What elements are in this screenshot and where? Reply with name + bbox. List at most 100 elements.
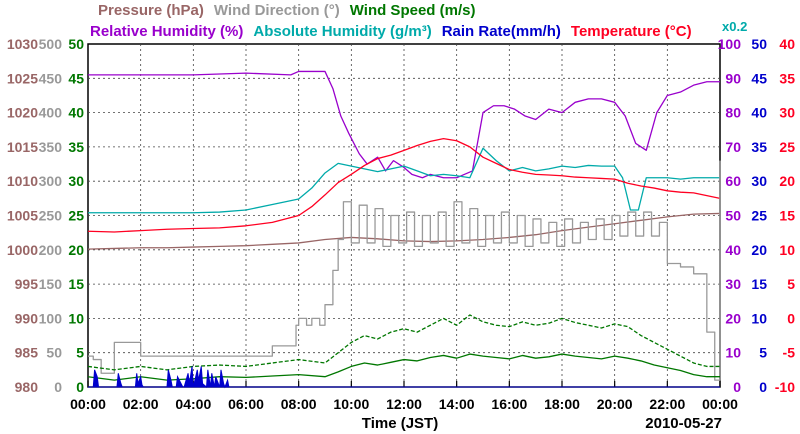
tick-label-relative-humidity: 50 [725,208,741,224]
legend-entry: Absolute Humidity (g/m³) [253,23,431,40]
tick-label-wind-speed: 50 [68,36,84,52]
tick-label-relative-humidity: 30 [725,276,741,292]
tick-label-relative-humidity: 10 [725,345,741,361]
tick-label-wind-direction: 200 [39,242,63,258]
tick-label-wind-direction: 350 [39,139,63,155]
tick-label-wind-direction: 250 [39,208,63,224]
series-wind-direction [88,160,721,381]
x-tick-label: 04:00 [175,396,211,412]
tick-label-wind-speed: 30 [68,173,84,189]
series-layer [87,70,721,389]
x-tick-label: 10:00 [333,396,369,412]
tick-label-temperature: 10 [779,242,795,258]
x-tick-label: 02:00 [123,396,159,412]
tick-label-wind-speed: 0 [76,379,84,395]
series-absolute-humidity-g-m [88,147,720,214]
tick-label-rain-rate: 0 [759,379,767,395]
legend-entry: Pressure (hPa) [98,2,204,19]
tick-label-temperature: 40 [779,36,795,52]
tick-label-rain-rate: 50 [751,36,767,52]
x-tick-label: 06:00 [228,396,264,412]
tick-label-relative-humidity: 20 [725,310,741,326]
tick-label-rain-rate: 20 [751,242,767,258]
series-rain-rate-mm-h [88,366,720,389]
tick-label-rain-rate: 40 [751,105,767,121]
tick-label-wind-speed: 20 [68,242,84,258]
tick-label-pressure: 1020 [7,105,38,121]
tick-label-rain-rate: 30 [751,173,767,189]
legend-titles: Pressure (hPa) Wind Direction (°) Wind Spe… [90,2,692,40]
tick-label-wind-direction: 0 [54,379,62,395]
tick-label-temperature: 15 [779,208,795,224]
series-relative-humidity [88,70,720,179]
legend-entry: Wind Direction (°) [214,2,340,19]
legend-entry: Rain Rate(mm/h) [442,23,561,40]
legend-entry: Wind Speed (m/s) [350,2,476,19]
tick-label-wind-speed: 10 [68,310,84,326]
x-tick-label: 00:00 [702,396,738,412]
tick-label-wind-speed: 25 [68,208,84,224]
legend-row: Pressure (hPa) Wind Direction (°) Wind Spe… [98,2,475,19]
tick-label-relative-humidity: 100 [718,36,742,52]
tick-label-wind-direction: 150 [39,276,63,292]
corner-scale-label: x0.2 [722,19,747,34]
tick-label-rain-rate: 15 [751,276,767,292]
tick-label-temperature: 25 [779,139,795,155]
tick-label-relative-humidity: 90 [725,70,741,86]
tick-label-relative-humidity: 80 [725,105,741,121]
tick-label-relative-humidity: 70 [725,139,741,155]
x-tick-label: 12:00 [386,396,422,412]
x-tick-label: 08:00 [281,396,317,412]
tick-label-temperature: 20 [779,173,795,189]
x-tick-label: 14:00 [439,396,475,412]
x-tick-label: 00:00 [70,396,106,412]
tick-label-pressure: 1000 [7,242,38,258]
tick-label-pressure: 1025 [7,70,38,86]
tick-label-pressure: 985 [15,345,39,361]
tick-label-rain-rate: 10 [751,310,767,326]
tick-label-rain-rate: 25 [751,208,767,224]
series-pressure-hpa [87,212,721,250]
tick-label-temperature: -5 [783,345,796,361]
x-axis-label: Time (JST) [362,415,438,432]
tick-label-wind-speed: 35 [68,139,84,155]
x-tick-label: 20:00 [597,396,633,412]
tick-label-temperature: 35 [779,70,795,86]
legend-entry: Temperature (°C) [571,23,692,40]
tick-label-wind-direction: 500 [39,36,63,52]
tick-label-relative-humidity: 40 [725,242,741,258]
tick-label-pressure: 1030 [7,36,38,52]
tick-label-temperature: 0 [787,310,795,326]
tick-label-pressure: 1005 [7,208,38,224]
axis-labels: 9809859909951000100510101015102010251030… [7,36,795,412]
tick-label-pressure: 1010 [7,173,38,189]
date-label: 2010-05-27 [645,415,722,432]
tick-label-wind-speed: 15 [68,276,84,292]
x-tick-label: 16:00 [491,396,527,412]
tick-label-wind-direction: 400 [39,105,63,121]
series-wind-speed-m-s [87,353,720,381]
legend-row: Relative Humidity (%) Absolute Humidity (… [90,23,692,40]
tick-label-rain-rate: 45 [751,70,767,86]
tick-label-wind-speed: 45 [68,70,84,86]
tick-label-temperature: -10 [775,379,795,395]
tick-label-pressure: 995 [15,276,39,292]
tick-label-temperature: 30 [779,105,795,121]
tick-label-wind-speed: 5 [76,345,84,361]
tick-label-pressure: 980 [15,379,39,395]
x-tick-label: 22:00 [649,396,685,412]
tick-label-rain-rate: 35 [751,139,767,155]
tick-label-relative-humidity: 60 [725,173,741,189]
tick-label-pressure: 1015 [7,139,38,155]
tick-label-wind-direction: 450 [39,70,63,86]
tick-label-wind-direction: 300 [39,173,63,189]
grid [87,44,721,387]
x-tick-label: 18:00 [544,396,580,412]
tick-label-temperature: 5 [787,276,795,292]
tick-label-rain-rate: 5 [759,345,767,361]
tick-label-relative-humidity: 0 [733,379,741,395]
series-wind-speed-max-m-s [87,314,720,371]
series-temperature-c [87,138,721,233]
tick-label-wind-direction: 100 [39,310,63,326]
